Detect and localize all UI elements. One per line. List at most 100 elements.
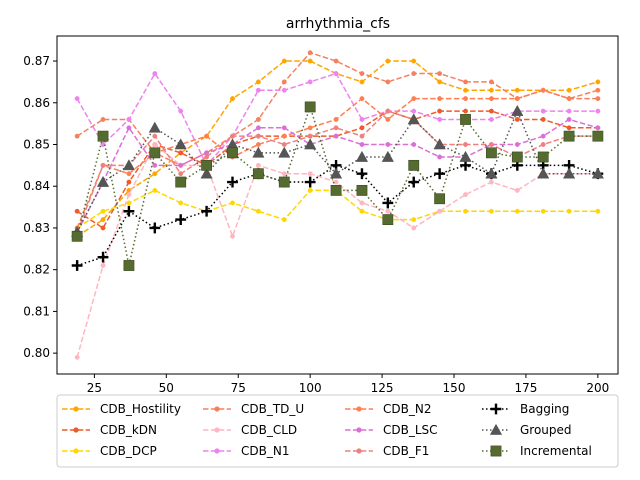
data-point-CDB_CLD-172 [514,187,520,193]
data-point-Incremental-28 [97,130,109,142]
data-point-CDB_N1-91 [281,87,287,93]
data-point-CDB_Hostility-136 [411,58,417,64]
data-point-CDB_CLD-154 [463,192,468,198]
data-point-Incremental-64 [201,159,212,171]
data-point-CDB_N2-64 [204,133,210,139]
data-point-Bagging-37 [123,205,135,217]
data-point-CDB_N1-181 [540,108,546,114]
data-point-CDB_TD_U-91 [281,79,287,85]
data-point-CDB_F1-82 [255,133,261,139]
data-point-CDB_Hostility-46 [152,171,158,177]
data-point-CDB_DCP-190 [566,208,572,214]
legend-label: CDB_LSC [383,423,438,437]
data-point-CDB_F1-118 [359,133,365,139]
data-point-CDB_CLD-82 [255,162,261,168]
data-point-CDB_N1-136 [411,108,417,114]
data-point-CDB_DCP-73 [230,200,235,206]
legend-label: CDB_N2 [383,402,431,416]
data-point-CDB_TD_U-127 [385,79,391,85]
data-point-CDB_kDN-37 [126,179,132,185]
data-point-Grouped-200 [591,167,604,179]
legend-entry-Incremental: Incremental [482,444,592,458]
data-point-CDB_N1-55 [178,108,184,114]
data-point-CDB_N2-127 [385,117,391,122]
data-point-CDB_DCP-46 [152,187,158,193]
data-point-Grouped-118 [355,150,369,162]
x-tick-label: 100 [299,381,322,395]
series-line-CDB_DCP [76,189,598,229]
data-point-CDB_CLD-136 [411,225,417,231]
data-point-CDB_N2-109 [333,117,339,122]
data-point-CDB_DCP-100 [307,187,313,193]
data-point-CDB_F1-100 [307,133,313,139]
y-tick-label: 0.82 [23,263,50,277]
data-point-CDB_LSC-181 [540,133,546,139]
legend-label: CDB_N1 [241,444,289,458]
legend-label: CDB_TD_U [241,402,304,416]
data-point-CDB_F1-181 [540,142,546,147]
legend-swatch-marker [214,427,220,433]
data-point-CDB_TD_U-136 [411,71,417,77]
data-point-CDB_TD_U-28 [100,117,106,122]
data-point-Grouped-172 [511,104,524,116]
data-point-CDB_F1-73 [230,133,235,139]
data-point-CDB_TD_U-200 [595,96,601,102]
data-point-Grouped-46 [148,121,161,133]
data-point-Incremental-82 [252,168,264,180]
data-point-Grouped-82 [252,146,265,158]
legend-swatch-marker [73,427,79,433]
data-point-CDB_Hostility-163 [488,87,494,93]
data-point-Incremental-109 [330,184,342,196]
data-point-CDB_N2-100 [307,125,313,131]
series-line-CDB_F1 [76,110,598,233]
data-point-Grouped-190 [562,167,576,179]
data-point-CDB_kDN-145 [437,108,443,114]
data-point-CDB_TD_U-19 [74,133,80,139]
x-tick-label: 200 [586,381,609,395]
data-point-CDB_N1-46 [152,71,158,77]
data-point-Bagging-46 [149,222,161,234]
data-point-CDB_CLD-19 [74,354,80,360]
data-point-CDB_N2-118 [359,96,365,102]
legend-entry-CDB_N1: CDB_N1 [203,444,289,458]
legend-entry-CDB_kDN: CDB_kDN [62,423,157,437]
data-point-CDB_Hostility-73 [230,96,235,102]
data-point-CDB_N2-91 [281,133,287,139]
data-point-CDB_N1-190 [566,108,572,114]
data-point-Bagging-73 [227,176,238,188]
data-point-CDB_Hostility-200 [595,79,601,85]
data-point-CDB_N1-118 [359,117,365,122]
data-point-CDB_N1-109 [333,71,339,77]
series-CDB_LSC [74,117,601,235]
data-point-CDB_TD_U-109 [333,58,339,64]
data-point-CDB_TD_U-100 [307,50,313,56]
x-tick-label: 175 [514,381,537,395]
data-point-CDB_CLD-163 [488,179,494,185]
data-point-CDB_kDN-19 [74,208,80,214]
data-point-CDB_Hostility-100 [307,58,313,64]
data-point-Incremental-181 [537,151,549,163]
data-point-CDB_N1-19 [74,96,80,102]
data-point-CDB_TD_U-82 [255,117,261,122]
data-point-CDB_DCP-200 [595,208,601,214]
data-point-CDB_DCP-163 [488,208,494,214]
data-point-CDB_N2-154 [463,96,468,102]
data-point-CDB_Hostility-190 [566,87,572,93]
data-point-CDB_kDN-28 [100,225,106,231]
data-point-CDB_CLD-91 [281,171,287,177]
legend-entry-CDB_LSC: CDB_LSC [345,423,438,437]
data-point-CDB_F1-64 [204,154,210,160]
legend-entry-CDB_F1: CDB_F1 [345,444,429,458]
data-point-CDB_DCP-154 [463,208,468,214]
data-point-CDB_TD_U-118 [359,71,365,77]
data-point-CDB_DCP-37 [126,200,132,206]
data-point-CDB_CLD-100 [307,171,313,177]
legend-label: CDB_F1 [383,444,429,458]
series-line-CDB_kDN [76,110,598,230]
data-point-CDB_N1-100 [307,79,313,85]
y-tick-label: 0.81 [23,304,50,318]
data-point-CDB_DCP-136 [411,217,417,223]
legend-swatch-marker [214,406,220,412]
data-point-Grouped-109 [329,167,343,179]
data-point-CDB_F1-55 [178,171,184,177]
